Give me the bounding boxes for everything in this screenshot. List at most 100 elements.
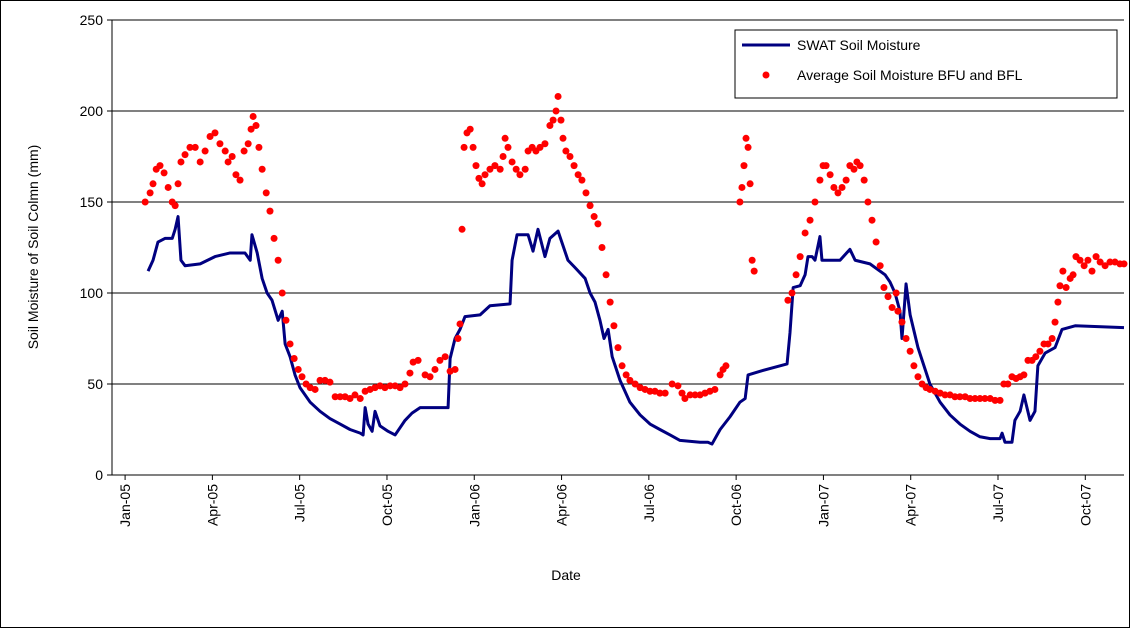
data-point (562, 147, 570, 155)
data-point (606, 298, 614, 306)
data-point (258, 165, 266, 173)
data-point (549, 116, 557, 124)
data-point (1056, 282, 1064, 290)
data-point (746, 180, 754, 188)
y-tick-label: 0 (95, 467, 103, 483)
data-point (191, 143, 199, 151)
data-point (914, 373, 922, 381)
data-point (1036, 347, 1044, 355)
x-tick-label: Apr-05 (204, 484, 220, 526)
data-point (496, 165, 504, 173)
data-point (618, 362, 626, 370)
data-point (742, 134, 750, 142)
data-point (171, 202, 179, 210)
data-point (552, 107, 560, 115)
data-point (744, 143, 752, 151)
data-point (475, 174, 483, 182)
data-point (826, 171, 834, 179)
data-point (1092, 253, 1100, 261)
data-point (681, 395, 689, 403)
y-axis-label: Soil Moisture of Soil Colmn (mm) (25, 145, 41, 350)
data-point (691, 391, 699, 399)
data-point (991, 396, 999, 404)
data-point (499, 153, 507, 160)
x-tick-label: Oct-06 (728, 484, 744, 526)
data-point (206, 132, 214, 140)
data-point (566, 153, 574, 160)
data-point (436, 356, 444, 364)
data-point (888, 304, 896, 312)
data-point (1020, 371, 1028, 379)
data-point (512, 165, 520, 173)
data-point (784, 296, 792, 304)
data-point (216, 140, 224, 148)
data-point (454, 335, 462, 342)
data-point (686, 391, 694, 399)
data-point (578, 176, 586, 184)
y-tick-label: 250 (80, 12, 104, 28)
data-point (414, 356, 422, 364)
data-point (232, 171, 240, 179)
data-point (902, 335, 910, 342)
data-point (614, 344, 622, 352)
data-point (674, 382, 682, 390)
data-point (224, 158, 232, 166)
data-point (971, 395, 979, 403)
data-point (486, 165, 494, 173)
data-point (1088, 267, 1096, 275)
data-point (536, 143, 544, 151)
data-point (1106, 258, 1114, 266)
data-point (228, 153, 236, 160)
data-point (941, 391, 949, 399)
x-tick-label: Jan-05 (117, 484, 133, 527)
data-point (981, 395, 989, 403)
data-point (792, 271, 800, 279)
data-point (868, 216, 876, 224)
data-point (431, 365, 439, 373)
data-point (294, 365, 302, 373)
data-point (386, 382, 394, 390)
data-point (247, 125, 255, 133)
data-point (788, 289, 796, 297)
data-point (469, 143, 477, 151)
data-point (1004, 380, 1012, 388)
data-point (910, 362, 918, 370)
data-point (141, 198, 149, 206)
data-point (266, 207, 274, 215)
data-point (174, 180, 182, 188)
data-point (906, 347, 914, 355)
data-point (586, 202, 594, 210)
data-point (1062, 284, 1070, 292)
data-point (311, 385, 319, 393)
legend-box (734, 29, 1118, 99)
data-point (516, 171, 524, 179)
y-tick-label: 200 (80, 103, 104, 119)
data-line (146, 215, 1125, 446)
data-point (559, 134, 567, 142)
data-point (149, 180, 157, 188)
data-point (252, 122, 260, 130)
data-point (574, 171, 582, 179)
data-point (876, 262, 884, 270)
data-point (278, 289, 286, 297)
data-point (822, 162, 830, 170)
data-point (491, 162, 499, 170)
legend-label: Average Soil Moisture BFU and BFL (797, 67, 1023, 83)
x-tick-label: Jan-06 (466, 484, 482, 527)
data-point (458, 225, 466, 233)
data-point (211, 129, 219, 137)
data-point (594, 220, 602, 228)
x-tick-label: Apr-06 (554, 484, 570, 526)
x-axis-label: Date (551, 567, 581, 583)
data-point (816, 176, 824, 184)
data-point (951, 393, 959, 401)
data-point (270, 234, 278, 242)
data-point (1059, 267, 1067, 275)
data-point (622, 371, 630, 379)
data-point (716, 371, 724, 379)
data-point (546, 122, 554, 130)
data-point (478, 180, 486, 188)
data-point (1051, 318, 1059, 326)
data-point (326, 378, 334, 386)
